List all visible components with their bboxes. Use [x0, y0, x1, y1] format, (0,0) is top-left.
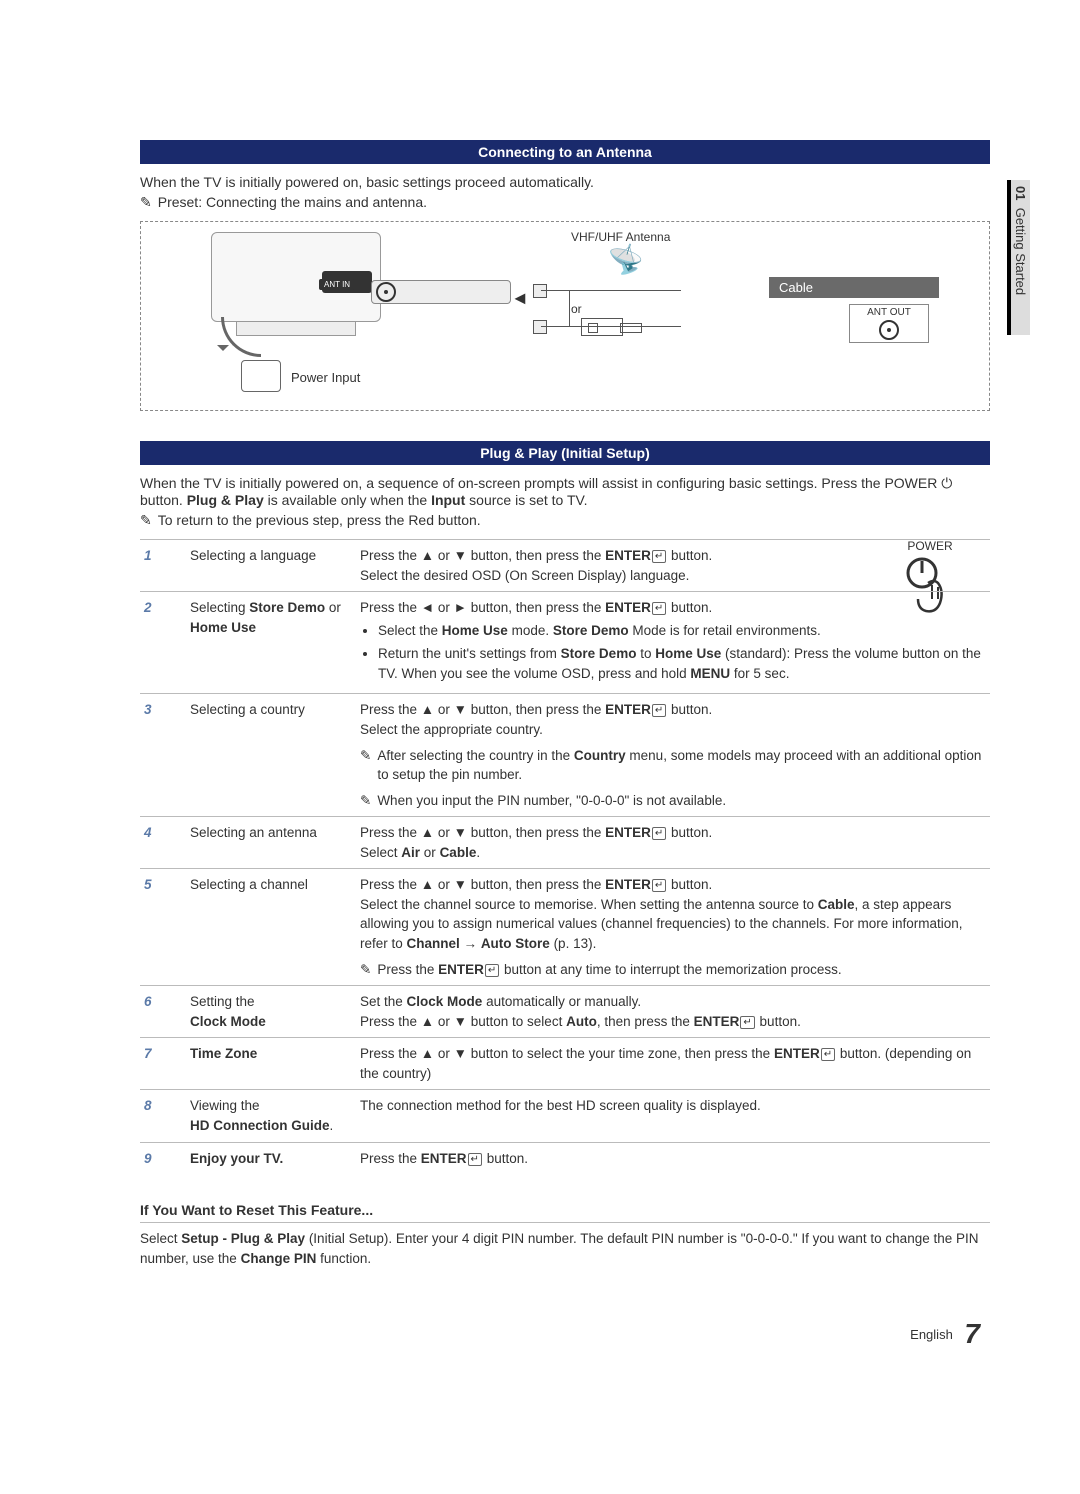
section-header-antenna: Connecting to an Antenna — [140, 140, 990, 164]
wall-outlet-icon — [581, 318, 623, 336]
ant-out-label: ANT OUT — [854, 307, 924, 318]
step-body: Press the ENTER button. — [356, 1142, 990, 1174]
step-title: Setting theClock Mode — [186, 986, 356, 1038]
page-number: 7 — [964, 1318, 980, 1349]
antenna-preset-note: Preset: Connecting the mains and antenna… — [140, 194, 990, 211]
step-title: Viewing theHD Connection Guide. — [186, 1090, 356, 1142]
setup-steps-table: 1Selecting a languagePress the ▲ or ▼ bu… — [140, 539, 990, 1174]
step-body: The connection method for the best HD sc… — [356, 1090, 990, 1142]
table-row: 6Setting theClock ModeSet the Clock Mode… — [140, 986, 990, 1038]
coax-icon — [879, 320, 899, 340]
page-footer: English 7 — [140, 1318, 990, 1350]
table-row: 5Selecting a channelPress the ▲ or ▼ but… — [140, 869, 990, 986]
arrow-icon — [221, 317, 261, 357]
step-body: Set the Clock Mode automatically or manu… — [356, 986, 990, 1038]
step-number: 8 — [140, 1090, 186, 1142]
step-number: 4 — [140, 817, 186, 869]
section-header-plugplay: Plug & Play (Initial Setup) — [140, 441, 990, 465]
step-title: Enjoy your TV. — [186, 1142, 356, 1174]
antenna-icon: 📡 — [607, 239, 648, 279]
coax-jack-icon — [371, 280, 511, 304]
step-title: Selecting a country — [186, 694, 356, 817]
connector-icon — [533, 320, 547, 334]
chapter-title: Getting Started — [1013, 208, 1028, 295]
table-row: 4Selecting an antennaPress the ▲ or ▼ bu… — [140, 817, 990, 869]
join-line — [569, 290, 570, 326]
cable-label: Cable — [769, 277, 939, 298]
or-label: or — [571, 302, 582, 316]
step-number: 3 — [140, 694, 186, 817]
step-number: 7 — [140, 1038, 186, 1090]
step-title: Selecting a language — [186, 540, 356, 592]
step-number: 5 — [140, 869, 186, 986]
chapter-number: 01 — [1013, 186, 1028, 200]
power-icon: ⏻ — [941, 475, 952, 491]
table-row: 3Selecting a countryPress the ▲ or ▼ but… — [140, 694, 990, 817]
reset-heading: If You Want to Reset This Feature... — [140, 1202, 990, 1218]
plugplay-return-note: To return to the previous step, press th… — [140, 512, 990, 529]
step-number: 2 — [140, 592, 186, 694]
plugplay-intro: When the TV is initially powered on, a s… — [140, 475, 990, 508]
step-body: Press the ◄ or ► button, then press the … — [356, 592, 990, 694]
power-input-label: Power Input — [291, 370, 360, 385]
table-row: 2Selecting Store Demo or Home UsePress t… — [140, 592, 990, 694]
step-title: Time Zone — [186, 1038, 356, 1090]
antenna-diagram: ANT IN Power Input ◄ or VHF/UHF Antenna … — [140, 221, 990, 411]
step-body: Press the ▲ or ▼ button, then press the … — [356, 869, 990, 986]
step-number: 1 — [140, 540, 186, 592]
ant-out-box: ANT OUT — [849, 304, 929, 343]
footer-language: English — [910, 1327, 953, 1342]
table-row: 1Selecting a languagePress the ▲ or ▼ bu… — [140, 540, 990, 592]
step-title: Selecting a channel — [186, 869, 356, 986]
step-body: Press the ▲ or ▼ button to select the yo… — [356, 1038, 990, 1090]
chapter-side-tab: 01 Getting Started — [1007, 180, 1030, 335]
table-row: 7Time ZonePress the ▲ or ▼ button to sel… — [140, 1038, 990, 1090]
cable-line — [541, 290, 681, 291]
step-title: Selecting an antenna — [186, 817, 356, 869]
reset-body: Select Setup - Plug & Play (Initial Setu… — [140, 1222, 990, 1268]
step-number: 6 — [140, 986, 186, 1038]
note-icon — [140, 512, 152, 529]
power-plug-icon — [241, 360, 281, 392]
step-number: 9 — [140, 1142, 186, 1174]
antenna-intro: When the TV is initially powered on, bas… — [140, 174, 990, 190]
step-title: Selecting Store Demo or Home Use — [186, 592, 356, 694]
note-text: Preset: Connecting the mains and antenna… — [158, 194, 427, 211]
step-body: Press the ▲ or ▼ button, then press the … — [356, 694, 990, 817]
step-body: Press the ▲ or ▼ button, then press the … — [356, 817, 990, 869]
vhf-uhf-label: VHF/UHF Antenna — [571, 230, 670, 244]
connector-icon — [533, 284, 547, 298]
left-arrow-icon: ◄ — [511, 288, 529, 309]
note-text: To return to the previous step, press th… — [158, 512, 481, 529]
note-icon — [140, 194, 152, 211]
step-body: Press the ▲ or ▼ button, then press the … — [356, 540, 990, 592]
table-row: 8Viewing theHD Connection Guide.The conn… — [140, 1090, 990, 1142]
ant-in-label: ANT IN — [319, 279, 355, 290]
table-row: 9Enjoy your TV.Press the ENTER button. — [140, 1142, 990, 1174]
tv-back-panel — [211, 232, 381, 322]
